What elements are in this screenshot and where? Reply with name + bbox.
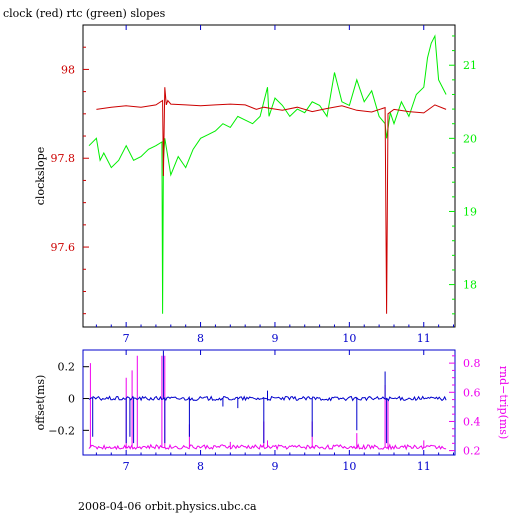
bottom-right-tick-label: 0.8 bbox=[463, 357, 481, 370]
rtc-slope-line bbox=[88, 34, 447, 314]
top-left-tick-label: 97.8 bbox=[51, 152, 76, 165]
top-x-tick-label: 7 bbox=[123, 332, 130, 345]
bottom-right-tick-label: 0.2 bbox=[463, 445, 481, 458]
top-left-tick-label: 97.6 bbox=[51, 241, 76, 254]
top-x-tick-label: 11 bbox=[417, 332, 431, 345]
bottom-right-axis-label: rnd−trip(ms) bbox=[497, 366, 510, 440]
clock-slope-line bbox=[96, 87, 447, 314]
top-x-tick-label: 9 bbox=[271, 332, 278, 345]
top-right-tick-label: 18 bbox=[463, 279, 477, 292]
bottom-x-tick-label: 11 bbox=[417, 460, 431, 473]
top-right-tick-label: 21 bbox=[463, 59, 477, 72]
bottom-right-tick-label: 0.6 bbox=[463, 386, 481, 399]
page-title: clock (red) rtc (green) slopes bbox=[3, 7, 166, 20]
top-x-tick-label: 10 bbox=[342, 332, 356, 345]
bottom-x-tick-label: 8 bbox=[197, 460, 204, 473]
bottom-x-tick-label: 9 bbox=[271, 460, 278, 473]
offset-line bbox=[88, 350, 447, 444]
bottom-x-tick-label: 10 bbox=[342, 460, 356, 473]
top-left-axis-label: clockslope bbox=[34, 147, 47, 205]
top-left-tick-label: 98 bbox=[61, 63, 75, 76]
bottom-left-axis-label: offset(ms) bbox=[34, 375, 47, 431]
bottom-left-tick-label: 0 bbox=[68, 393, 75, 406]
top-plot-frame bbox=[82, 24, 456, 328]
rndtrip-line bbox=[88, 355, 447, 451]
bottom-left-tick-label: −0.2 bbox=[48, 424, 75, 437]
bottom-x-tick-label: 7 bbox=[123, 460, 130, 473]
bottom-left-tick-label: 0.2 bbox=[58, 361, 76, 374]
bottom-plot-frame bbox=[82, 349, 456, 456]
footer-text: 2008-04-06 orbit.physics.ubc.ca bbox=[78, 500, 257, 513]
bottom-right-tick-label: 0.4 bbox=[463, 415, 481, 428]
top-right-tick-label: 19 bbox=[463, 205, 477, 218]
top-right-tick-label: 20 bbox=[463, 132, 477, 145]
top-x-tick-label: 8 bbox=[197, 332, 204, 345]
